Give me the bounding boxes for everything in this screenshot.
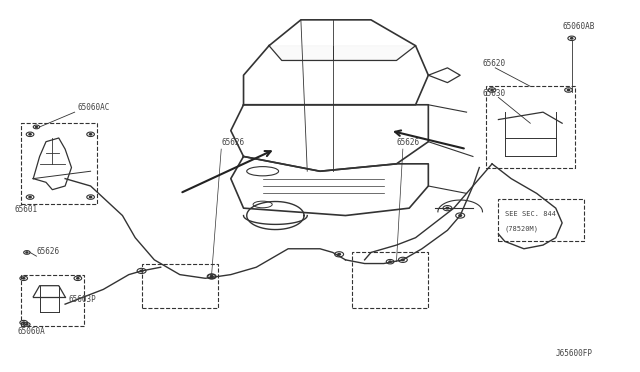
Circle shape: [568, 89, 570, 91]
Text: SEE SEC. 844: SEE SEC. 844: [505, 211, 556, 217]
Circle shape: [570, 38, 573, 39]
Circle shape: [140, 270, 143, 272]
Text: 65626: 65626: [396, 138, 420, 147]
Circle shape: [90, 196, 92, 198]
Circle shape: [211, 276, 213, 277]
Circle shape: [211, 276, 213, 277]
Text: 65060A: 65060A: [17, 327, 45, 336]
Text: 65060AB: 65060AB: [562, 22, 595, 31]
Circle shape: [29, 134, 31, 135]
Text: 65630: 65630: [483, 89, 506, 97]
Text: 65626: 65626: [221, 138, 244, 147]
Circle shape: [446, 207, 449, 209]
Circle shape: [459, 215, 461, 216]
Text: 65626: 65626: [36, 247, 60, 256]
Circle shape: [491, 89, 493, 91]
Circle shape: [35, 126, 37, 128]
Circle shape: [26, 324, 28, 325]
Text: 65060AC: 65060AC: [78, 103, 110, 112]
Circle shape: [77, 278, 79, 279]
Circle shape: [29, 196, 31, 198]
Text: 65603P: 65603P: [68, 295, 96, 304]
Text: J65600FP: J65600FP: [556, 349, 593, 358]
Text: 65601: 65601: [14, 205, 37, 214]
Circle shape: [338, 254, 340, 255]
Circle shape: [389, 261, 391, 262]
Circle shape: [90, 134, 92, 135]
Circle shape: [22, 322, 25, 323]
Circle shape: [26, 252, 28, 253]
Text: 65620: 65620: [483, 59, 506, 68]
Text: (78520M): (78520M): [505, 225, 539, 232]
Circle shape: [401, 259, 404, 261]
Circle shape: [22, 278, 25, 279]
